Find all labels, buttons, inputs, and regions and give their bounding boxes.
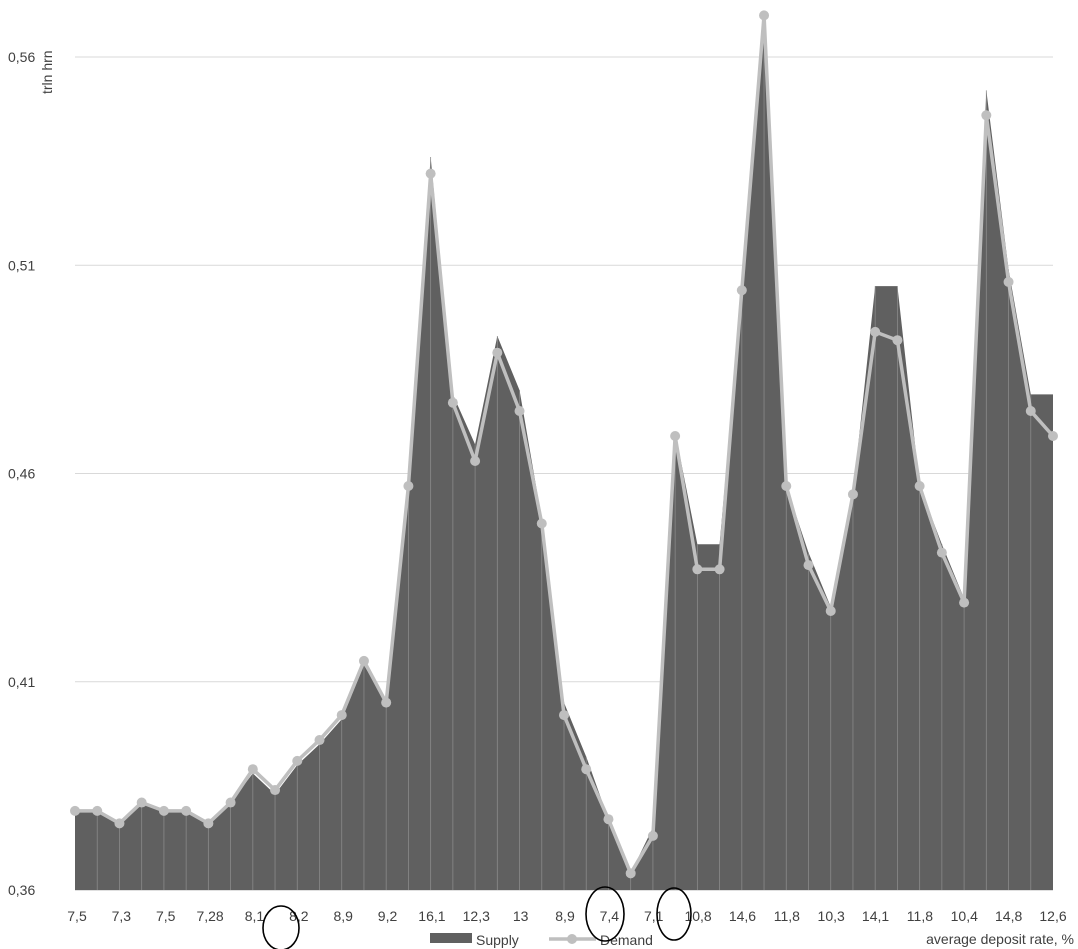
y-tick-label: 0,46 (8, 466, 35, 482)
demand-point (270, 785, 281, 796)
x-tick-label: 8,9 (555, 908, 575, 924)
demand-point (981, 110, 992, 121)
x-tick-label: 12,3 (463, 908, 490, 924)
demand-point (803, 560, 814, 571)
demand-point (358, 655, 369, 666)
demand-point (225, 797, 236, 808)
x-tick-label: 11,8 (774, 908, 800, 924)
demand-point (692, 564, 703, 575)
y-tick-label: 0,36 (8, 882, 35, 898)
demand-point (203, 818, 214, 829)
demand-point (647, 830, 658, 841)
x-tick-label: 13 (513, 908, 529, 924)
demand-point (781, 480, 792, 491)
y-tick-label: 0,41 (8, 674, 35, 690)
demand-point (514, 406, 525, 417)
demand-point (314, 735, 325, 746)
x-tick-label: 14,1 (862, 908, 889, 924)
demand-point (847, 489, 858, 500)
demand-point (425, 168, 436, 179)
demand-point (670, 431, 681, 442)
demand-point (759, 10, 770, 21)
demand-point (736, 285, 747, 296)
demand-point (603, 814, 614, 825)
highlight-ellipse (656, 887, 692, 941)
highlight-ellipse (262, 905, 300, 949)
demand-point (936, 547, 947, 558)
demand-point (114, 818, 125, 829)
x-tick-label: 7,5 (156, 908, 176, 924)
x-axis-ticks: 7,5 7,3 7,5 7,28 8,1 8,2 8,9 9,2 16,1 12,3 13 8,9 7,… (67, 908, 1067, 924)
legend-label-demand: Demand (600, 932, 653, 948)
demand-point (870, 326, 881, 337)
legend-swatch-supply (430, 933, 472, 943)
x-tick-label: 10,8 (684, 908, 711, 924)
demand-point (625, 868, 636, 879)
x-tick-label: 7,3 (112, 908, 132, 924)
demand-point (292, 755, 303, 766)
x-tick-label: 14,6 (729, 908, 756, 924)
x-tick-label: 12,6 (1039, 908, 1066, 924)
legend: Supply Demand (430, 932, 653, 948)
demand-point (559, 710, 569, 721)
x-tick-label: 11,8 (907, 908, 933, 924)
legend-label-supply: Supply (476, 932, 519, 948)
demand-point (1003, 276, 1014, 287)
demand-point (1048, 431, 1058, 442)
x-tick-label: 9,2 (378, 908, 398, 924)
demand-point (470, 456, 481, 467)
demand-point (892, 335, 903, 346)
demand-point (247, 764, 258, 775)
demand-point (70, 805, 80, 816)
x-tick-label: 8,1 (245, 908, 265, 924)
demand-point (92, 805, 103, 816)
demand-point (536, 518, 547, 529)
x-tick-label: 7,4 (600, 908, 620, 924)
demand-point (447, 397, 458, 408)
demand-line-layer (70, 10, 1058, 879)
x-tick-label: 10,4 (951, 908, 978, 924)
demand-point (959, 597, 970, 608)
demand-point (714, 564, 725, 575)
demand-point (492, 347, 503, 358)
demand-point (914, 480, 925, 491)
demand-point (1025, 406, 1036, 417)
x-tick-label: 7,1 (644, 908, 664, 924)
y-axis-title: trln hrn (39, 50, 55, 94)
highlight-circles (262, 886, 692, 949)
demand-point (825, 605, 836, 616)
y-axis-ticks: 0,36 0,41 0,46 0,51 0,56 (8, 49, 35, 898)
highlight-ellipse (585, 886, 625, 942)
y-tick-label: 0,56 (8, 49, 35, 65)
demand-point (381, 697, 392, 708)
x-tick-label: 8,9 (333, 908, 353, 924)
x-tick-label: 10,3 (818, 908, 845, 924)
supply-area-layer (75, 23, 1053, 891)
x-tick-label: 7,28 (196, 908, 223, 924)
demand-point (581, 764, 592, 775)
x-tick-label: 14,8 (995, 908, 1022, 924)
x-tick-label: 7,5 (67, 908, 87, 924)
demand-point (403, 480, 414, 491)
demand-point (181, 805, 192, 816)
demand-point (136, 797, 147, 808)
legend-swatch-demand-marker (567, 934, 577, 944)
x-axis-title: average deposit rate, % (926, 931, 1074, 947)
x-tick-label: 16,1 (418, 908, 445, 924)
demand-point (336, 710, 347, 721)
demand-point (158, 805, 169, 816)
y-tick-label: 0,51 (8, 257, 35, 273)
